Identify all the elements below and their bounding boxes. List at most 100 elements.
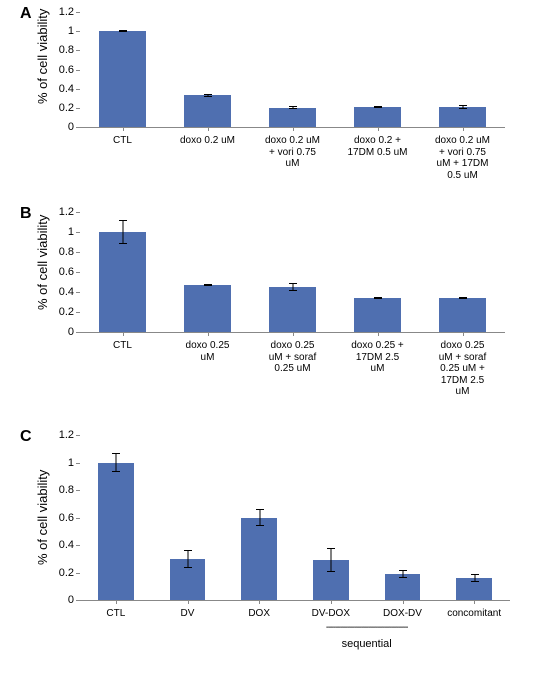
panel-label: A [20,5,32,23]
ytick-mark [76,89,80,90]
ytick-label: 0 [46,594,74,606]
ytick-label: 0.2 [46,567,74,579]
xtick-mark [208,332,209,336]
ytick-mark [76,232,80,233]
xtick-mark [123,332,124,336]
bar [439,298,486,332]
plot-area [80,12,505,128]
plot-area [80,435,510,601]
ytick-mark [76,435,80,436]
ytick-mark [76,212,80,213]
ytick-label: 0.4 [46,286,74,298]
bar [98,463,134,601]
xtick-mark [116,600,117,604]
xtick-mark [293,332,294,336]
x-axis-labels: CTLdoxo 0.25uMdoxo 0.25uM + soraf0.25 uM… [80,338,505,408]
ytick-mark [76,312,80,313]
ytick-label: 0.6 [46,266,74,278]
x-axis-labels: CTLdoxo 0.2 uMdoxo 0.2 uM+ vori 0.75uM do… [80,133,505,203]
sequential-bracket: ----------------------------------- [295,622,438,633]
ytick-label: 0.8 [46,484,74,496]
x-category-label: doxo 0.25uM [165,340,250,363]
ytick-mark [76,70,80,71]
ytick-label: 1 [46,457,74,469]
xtick-mark [474,600,475,604]
xtick-mark [378,127,379,131]
x-category-label: doxo 0.25uM + soraf0.25 uM [250,340,335,375]
ytick-label: 1.2 [46,6,74,18]
bar [354,298,401,332]
x-category-label: CTL [80,135,165,147]
bar [354,107,401,127]
sequential-label: sequential [295,638,438,650]
figure-container: A% of cell viability00.20.40.60.811.2CTL… [0,0,533,695]
xtick-mark [123,127,124,131]
ytick-mark [76,332,80,333]
error-bar [293,283,294,291]
ytick-label: 0.4 [46,83,74,95]
error-bar [259,509,260,527]
panel-c: C% of cell viability00.20.40.60.811.2CTL… [0,423,533,693]
bar [99,31,146,127]
error-bar [474,574,475,582]
ytick-label: 1.2 [46,429,74,441]
xtick-mark [403,600,404,604]
ytick-mark [76,490,80,491]
x-category-label: doxo 0.2 uM [165,135,250,147]
ytick-label: 0 [46,121,74,133]
x-category-label: DV-DOX [295,608,367,620]
error-bar [463,105,464,109]
bar [184,95,231,127]
bar [99,232,146,332]
bar [439,107,486,127]
ytick-mark [76,518,80,519]
ytick-label: 0.8 [46,44,74,56]
panel-label: B [20,205,32,223]
ytick-label: 1 [46,226,74,238]
ytick-mark [76,31,80,32]
error-bar [331,548,332,571]
error-bar [463,297,464,299]
ytick-label: 0.2 [46,306,74,318]
error-bar [116,453,117,472]
error-bar [123,30,124,32]
error-bar [378,297,379,299]
ytick-mark [76,292,80,293]
error-bar [188,550,189,568]
xtick-mark [331,600,332,604]
xtick-mark [463,332,464,336]
panel-a: A% of cell viability00.20.40.60.811.2CTL… [0,0,533,200]
ytick-mark [76,127,80,128]
x-category-label: concomitant [438,608,510,620]
x-category-label: CTL [80,608,152,620]
xtick-mark [208,127,209,131]
error-bar [208,284,209,286]
ytick-label: 0.6 [46,512,74,524]
x-category-label: DOX [223,608,295,620]
ytick-mark [76,252,80,253]
ytick-label: 0.4 [46,539,74,551]
ytick-label: 0.2 [46,102,74,114]
ytick-mark [76,573,80,574]
bar [241,518,277,601]
ytick-mark [76,50,80,51]
x-category-label: doxo 0.2 uM+ vori 0.75uM + 17DM0.5 uM [420,135,505,181]
plot-area [80,212,505,333]
error-bar [378,106,379,108]
x-category-label: doxo 0.2 uM+ vori 0.75uM [250,135,335,170]
x-category-label: CTL [80,340,165,352]
x-category-label: doxo 0.25uM + soraf0.25 uM +17DM 2.5uM [420,340,505,398]
error-bar [123,220,124,244]
x-category-label: DV [152,608,224,620]
x-category-label: DOX-DV [367,608,439,620]
ytick-mark [76,600,80,601]
x-category-label: doxo 0.25 +17DM 2.5uM [335,340,420,375]
ytick-label: 0 [46,326,74,338]
ytick-mark [76,12,80,13]
xtick-mark [463,127,464,131]
panel-label: C [20,428,32,446]
panel-b: B% of cell viability00.20.40.60.811.2CTL… [0,200,533,420]
ytick-label: 1 [46,25,74,37]
bar [269,287,316,332]
ytick-label: 0.8 [46,246,74,258]
